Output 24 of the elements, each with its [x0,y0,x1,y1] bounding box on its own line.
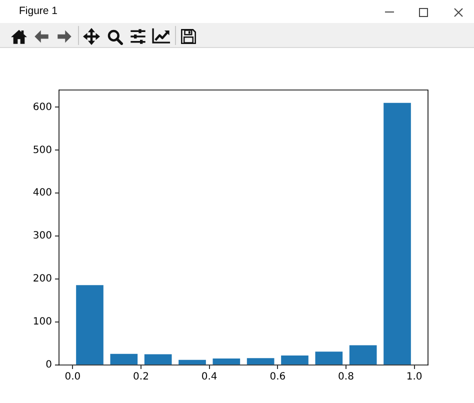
y-tick-label: 600 [32,102,52,113]
y-tick-label: 500 [32,144,52,156]
x-tick-label: 0.0 [64,372,81,383]
bar [384,102,411,364]
bar [246,358,274,364]
y-tick-label: 200 [32,274,52,285]
bar [212,358,240,364]
x-tick-label: 0.4 [201,372,218,383]
y-tick-label: 400 [32,188,52,199]
bar [76,285,104,364]
y-tick-label: 100 [32,316,52,328]
bar [144,354,172,364]
x-tick-label: 0.2 [133,372,149,383]
bar [110,354,138,364]
bar [281,356,308,364]
y-tick-label: 300 [32,230,52,242]
x-tick-label: 0.8 [338,372,354,383]
caption: Figure 1 [19,5,58,17]
x-tick-label: 1.0 [406,372,422,383]
bar [349,345,377,364]
bar [178,360,206,364]
y-tick-label: 0 [46,360,52,371]
x-tick-label: 0.6 [270,372,286,383]
bar [315,352,343,364]
